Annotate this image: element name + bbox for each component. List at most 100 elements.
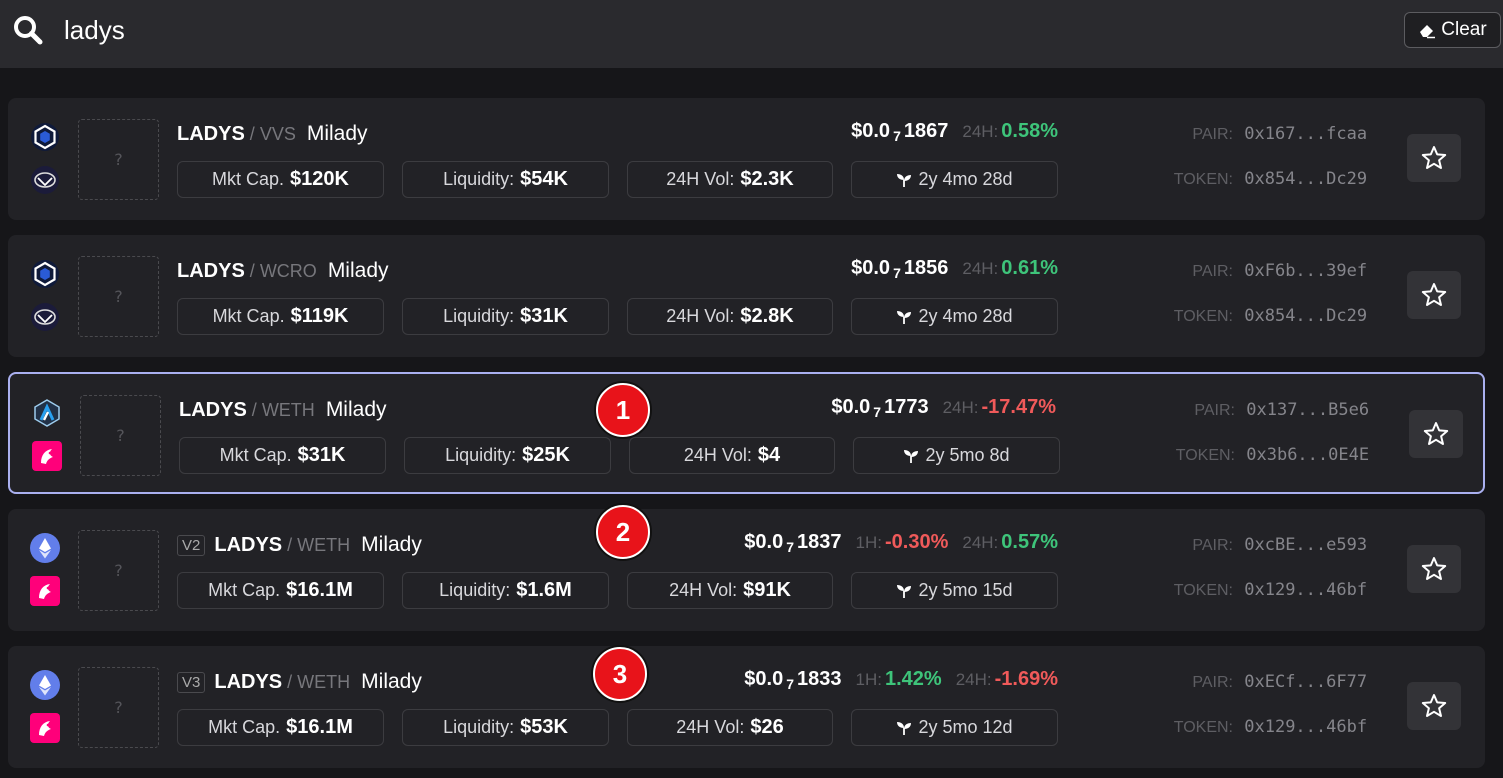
quote-symbol: WCRO bbox=[259, 260, 317, 281]
token-address[interactable]: TOKEN: 0x129...46bf bbox=[1173, 580, 1368, 600]
token-price: $0.0 7 1837 bbox=[744, 531, 842, 555]
result-row[interactable]: ? LADYS / WCRO Milady $0.0 7 1856 24H: 0.61… bbox=[8, 235, 1485, 357]
token-name: Milady bbox=[361, 670, 422, 693]
clear-label: Clear bbox=[1441, 19, 1487, 40]
change-1h-label: 1H: bbox=[855, 670, 882, 689]
token-address[interactable]: TOKEN: 0x129...46bf bbox=[1173, 717, 1368, 737]
age-stat: 2y 4mo 28d bbox=[851, 161, 1058, 198]
token-image-placeholder: ? bbox=[78, 530, 159, 611]
favorite-button[interactable] bbox=[1409, 410, 1463, 458]
favorite-button[interactable] bbox=[1407, 545, 1461, 593]
quote-symbol: WETH bbox=[297, 671, 351, 692]
token-image-placeholder: ? bbox=[80, 395, 161, 476]
favorite-button[interactable] bbox=[1407, 134, 1461, 182]
token-symbol: LADYS bbox=[214, 670, 283, 693]
pair-address[interactable]: PAIR: 0x167...fcaa bbox=[1192, 124, 1368, 144]
liquidity-stat: Liquidity: $25K bbox=[404, 437, 611, 474]
favorite-button[interactable] bbox=[1407, 682, 1461, 730]
token-name: Milady bbox=[306, 122, 368, 145]
quote-symbol: WETH bbox=[261, 399, 315, 420]
token-price: $0.0 7 1833 bbox=[744, 668, 842, 692]
marker-3: 3 bbox=[593, 647, 647, 701]
ethereum-icon bbox=[30, 533, 60, 563]
pair-address[interactable]: PAIR: 0xcBE...e593 bbox=[1192, 535, 1368, 555]
pair-name: LADYS / WCRO Milady bbox=[177, 257, 389, 285]
price-line: $0.0 7 1856 24H: 0.61% bbox=[851, 257, 1058, 285]
cronos-icon bbox=[30, 122, 60, 152]
search-icon bbox=[14, 16, 43, 45]
result-row[interactable]: ? V2 LADYS / WETH Milady $0.0 7 1837 1H: -0… bbox=[8, 509, 1485, 631]
token-address[interactable]: TOKEN: 0x854...Dc29 bbox=[1173, 169, 1368, 189]
change-1h: 1.42% bbox=[884, 668, 942, 690]
vvs-icon bbox=[30, 302, 60, 332]
pair-address[interactable]: PAIR: 0x137...B5e6 bbox=[1194, 400, 1370, 420]
marker-2: 2 bbox=[596, 505, 650, 559]
vvs-icon bbox=[30, 165, 60, 195]
token-symbol: LADYS bbox=[179, 398, 247, 421]
star-icon bbox=[1421, 146, 1447, 169]
pair-separator: / bbox=[287, 671, 293, 692]
age-stat: 2y 5mo 15d bbox=[851, 572, 1058, 609]
age-stat: 2y 4mo 28d bbox=[851, 298, 1058, 335]
pair-address[interactable]: PAIR: 0xF6b...39ef bbox=[1192, 261, 1368, 281]
result-row[interactable]: ? LADYS / WETH Milady $0.0 7 1773 24H: -17.… bbox=[8, 372, 1485, 494]
version-badge: V3 bbox=[177, 671, 206, 693]
change-24h-label: 24H: bbox=[962, 533, 999, 552]
sprout-icon bbox=[897, 721, 912, 735]
pair-separator: / bbox=[249, 260, 255, 281]
market-cap-stat: Mkt Cap. $16.1M bbox=[177, 709, 384, 746]
result-row[interactable]: ? V3 LADYS / WETH Milady $0.0 7 1833 1H: 1.… bbox=[8, 646, 1485, 768]
volume-stat: 24H Vol: $4 bbox=[629, 437, 835, 474]
pair-name: V3 LADYS / WETH Milady bbox=[177, 668, 422, 696]
search-input[interactable] bbox=[64, 10, 964, 50]
volume-stat: 24H Vol: $91K bbox=[627, 572, 833, 609]
token-name: Milady bbox=[361, 533, 422, 556]
favorite-button[interactable] bbox=[1407, 271, 1461, 319]
pair-address[interactable]: PAIR: 0xECf...6F77 bbox=[1192, 672, 1368, 692]
clear-button[interactable]: Clear bbox=[1404, 12, 1501, 48]
change-1h-label: 1H: bbox=[855, 533, 882, 552]
cronos-icon bbox=[30, 259, 60, 289]
volume-stat: 24H Vol: $2.8K bbox=[627, 298, 833, 335]
token-address[interactable]: TOKEN: 0x3b6...0E4E bbox=[1175, 445, 1370, 465]
pair-separator: / bbox=[287, 534, 293, 555]
marker-1: 1 bbox=[596, 383, 650, 437]
token-name: Milady bbox=[327, 259, 389, 282]
market-cap-stat: Mkt Cap. $120K bbox=[177, 161, 384, 198]
result-row[interactable]: ? LADYS / VVS Milady $0.0 7 1867 24H: 0.58%… bbox=[8, 98, 1485, 220]
token-symbol: LADYS bbox=[177, 122, 245, 145]
liquidity-stat: Liquidity: $54K bbox=[402, 161, 609, 198]
token-price: $0.0 7 1773 bbox=[831, 396, 929, 420]
change-24h-label: 24H: bbox=[962, 122, 999, 141]
quote-symbol: WETH bbox=[297, 534, 351, 555]
liquidity-stat: Liquidity: $31K bbox=[402, 298, 609, 335]
change-24h: -17.47% bbox=[981, 396, 1057, 418]
volume-stat: 24H Vol: $26 bbox=[627, 709, 833, 746]
token-address[interactable]: TOKEN: 0x854...Dc29 bbox=[1173, 306, 1368, 326]
eraser-icon bbox=[1420, 25, 1436, 39]
pair-separator: / bbox=[251, 399, 257, 420]
token-name: Milady bbox=[325, 398, 387, 421]
star-icon bbox=[1421, 283, 1447, 306]
sprout-icon bbox=[904, 449, 919, 463]
uniswap-icon bbox=[30, 713, 60, 743]
uniswap-icon bbox=[30, 576, 60, 606]
change-24h: -1.69% bbox=[994, 668, 1058, 690]
star-icon bbox=[1421, 557, 1447, 580]
change-1h: -0.30% bbox=[884, 531, 949, 553]
change-24h: 0.58% bbox=[1001, 120, 1058, 142]
age-stat: 2y 5mo 12d bbox=[851, 709, 1058, 746]
price-line: $0.0 7 1867 24H: 0.58% bbox=[851, 120, 1058, 148]
star-icon bbox=[1423, 422, 1449, 445]
change-24h: 0.57% bbox=[1001, 531, 1058, 553]
sprout-icon bbox=[897, 173, 912, 187]
pair-name: LADYS / WETH Milady bbox=[179, 396, 387, 424]
token-symbol: LADYS bbox=[177, 259, 245, 282]
change-24h-label: 24H: bbox=[962, 259, 999, 278]
pair-separator: / bbox=[249, 123, 255, 144]
market-cap-stat: Mkt Cap. $119K bbox=[177, 298, 384, 335]
pair-name: LADYS / VVS Milady bbox=[177, 120, 368, 148]
token-image-placeholder: ? bbox=[78, 119, 159, 200]
liquidity-stat: Liquidity: $1.6M bbox=[402, 572, 609, 609]
change-24h-label: 24H: bbox=[955, 670, 992, 689]
